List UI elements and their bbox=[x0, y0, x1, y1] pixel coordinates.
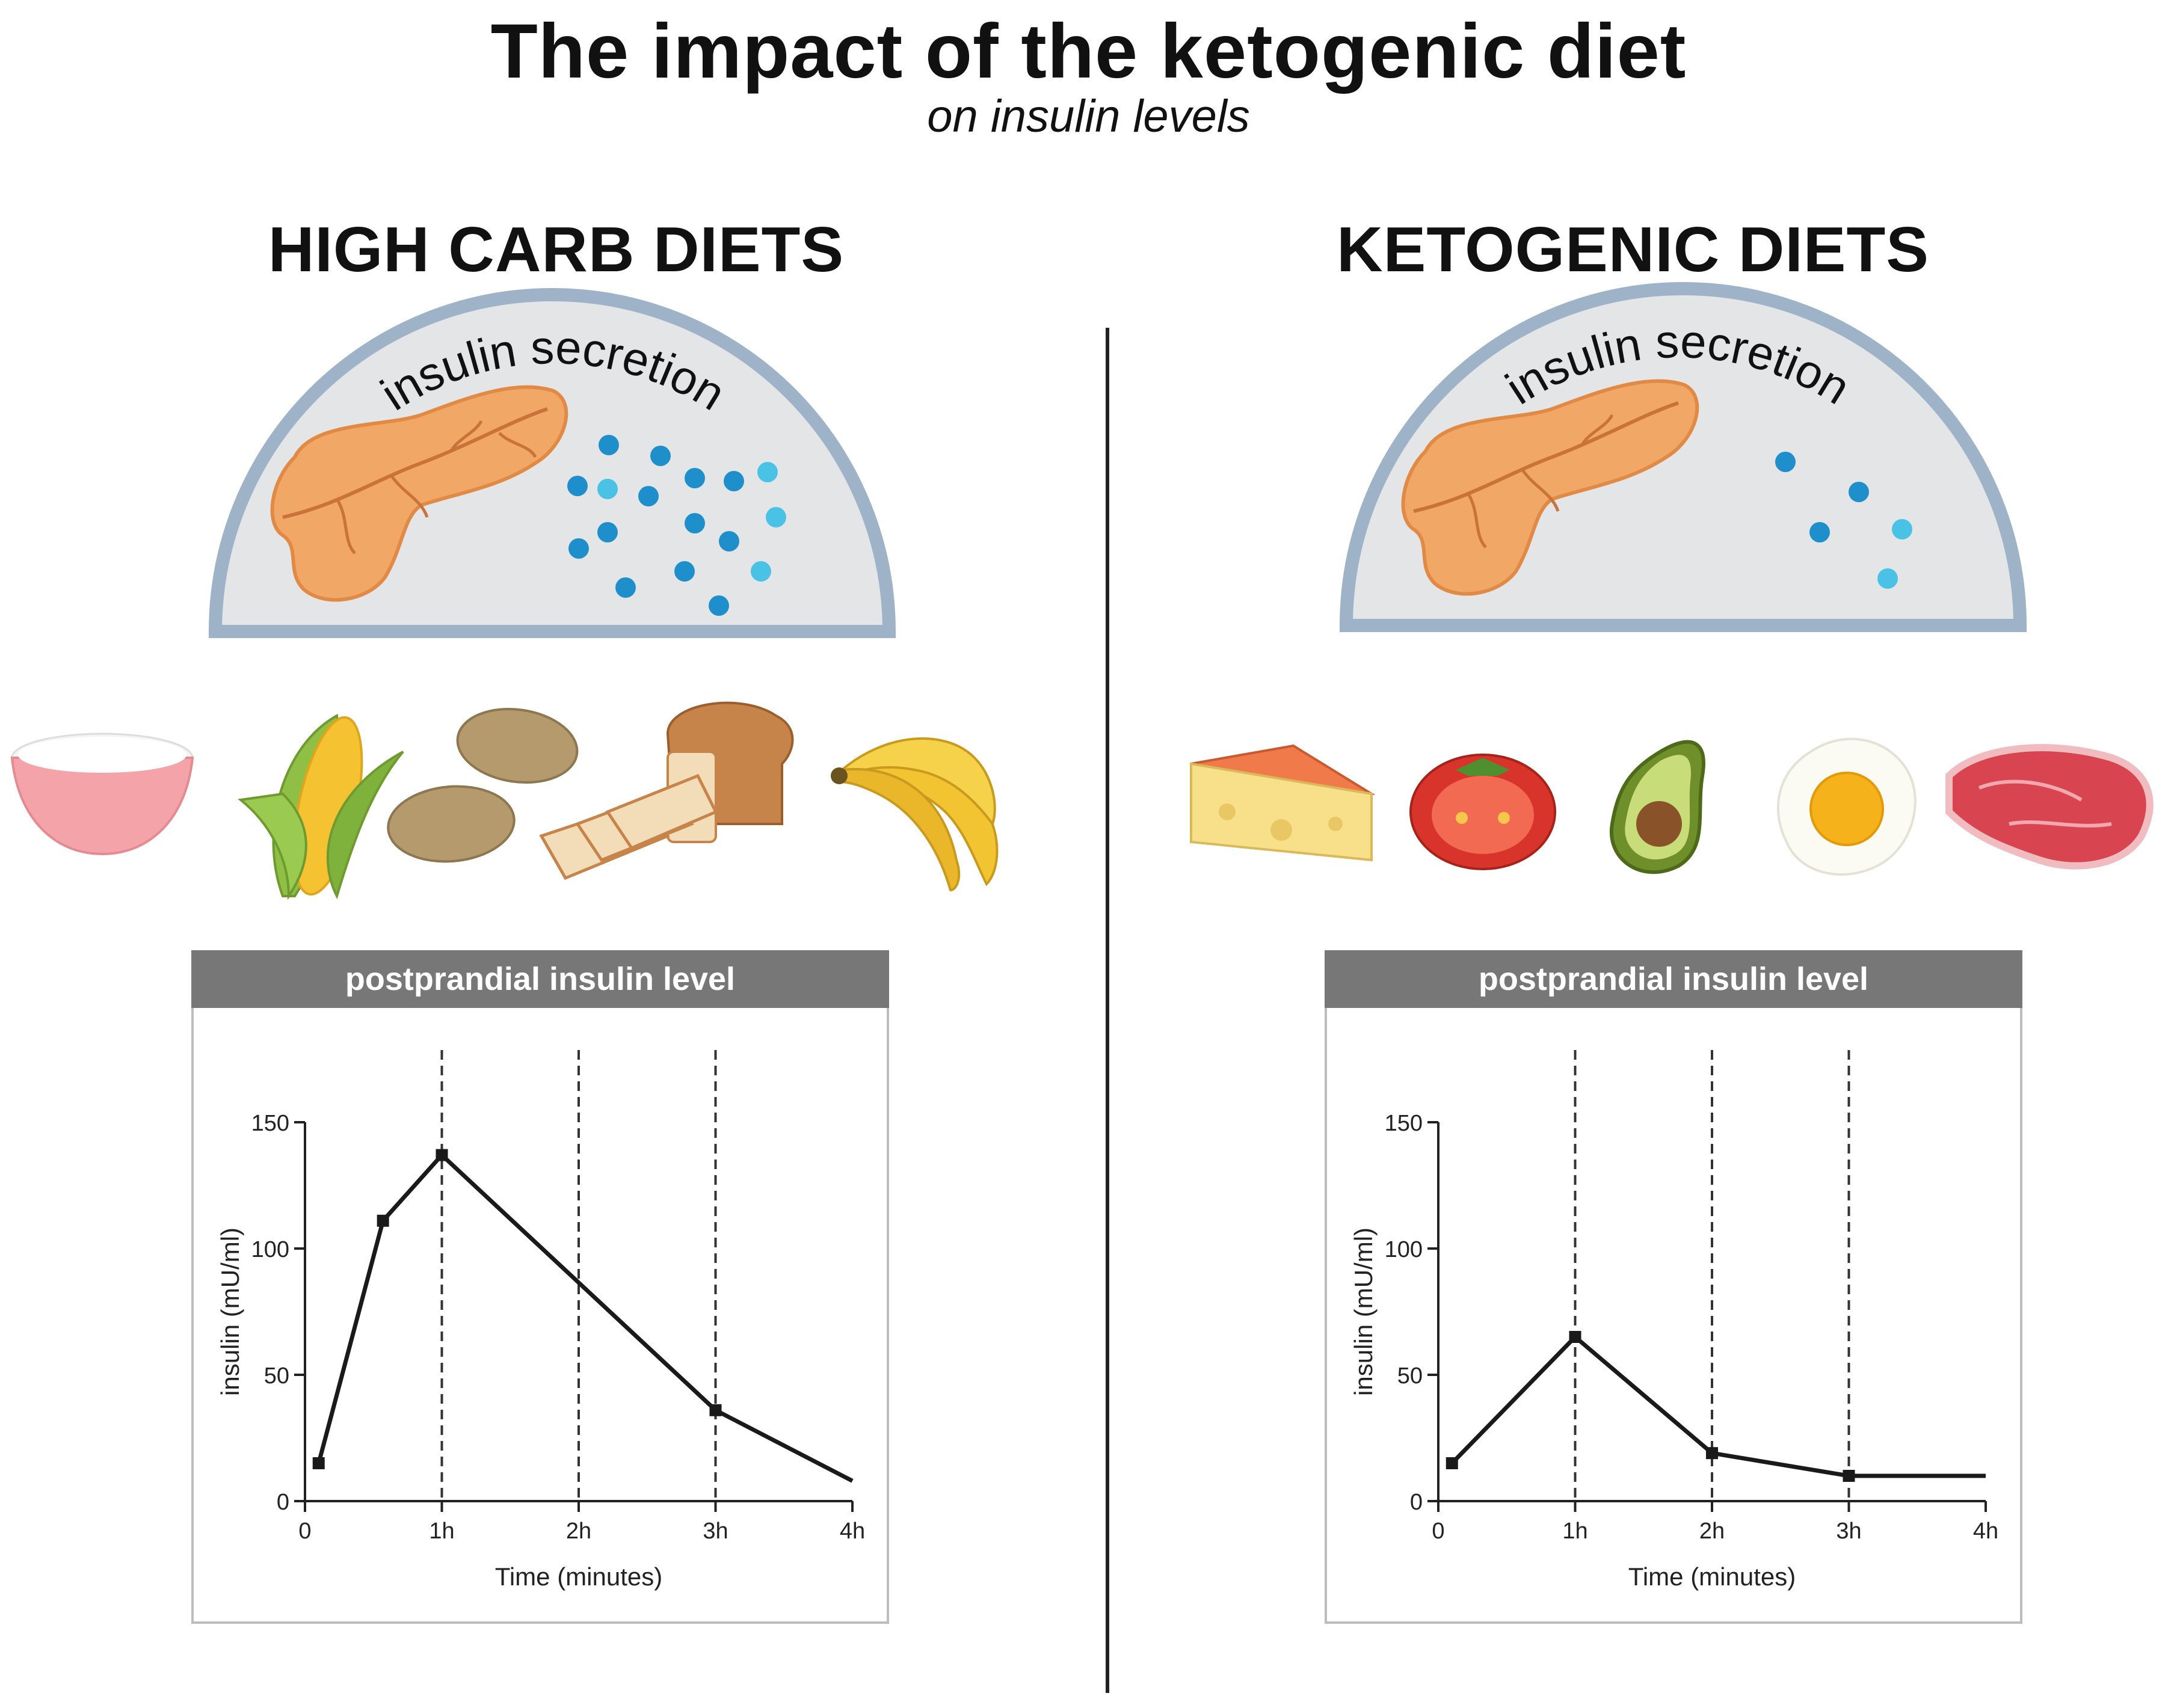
x-tick-label: 1h bbox=[429, 1519, 454, 1544]
bread-icon bbox=[539, 701, 794, 880]
panel-title: KETOGENIC DIETS bbox=[1337, 214, 1929, 285]
y-tick-label: 150 bbox=[1385, 1111, 1423, 1136]
rice-bowl-icon bbox=[10, 733, 194, 856]
data-point bbox=[436, 1149, 448, 1161]
y-tick-label: 0 bbox=[277, 1490, 289, 1515]
data-point bbox=[1706, 1447, 1718, 1460]
steak-icon bbox=[1945, 744, 2154, 870]
chart-title: postprandial insulin level bbox=[1325, 950, 2022, 1008]
pancreas-icon bbox=[1401, 379, 1699, 596]
series-line bbox=[316, 1153, 854, 1483]
panel-high-carb: HIGH CARB DIETS insulin secretion bbox=[0, 0, 1088, 1708]
egg-icon bbox=[1777, 737, 1917, 876]
x-axis-label: Time (minutes) bbox=[1628, 1562, 1796, 1591]
x-tick-label: 0 bbox=[1432, 1519, 1444, 1544]
x-tick-label: 2h bbox=[566, 1519, 591, 1544]
insulin-granules bbox=[1775, 452, 1912, 589]
x-tick-label: 1h bbox=[1562, 1519, 1587, 1544]
y-tick-label: 0 bbox=[1410, 1490, 1423, 1515]
bananas-icon bbox=[831, 737, 999, 892]
data-point bbox=[1569, 1331, 1581, 1343]
center-divider bbox=[1106, 328, 1109, 1693]
data-point bbox=[1446, 1457, 1458, 1469]
insulin-granules bbox=[567, 435, 786, 616]
x-tick-label: 4h bbox=[840, 1519, 865, 1544]
tomato-icon bbox=[1409, 754, 1556, 870]
corn-icon bbox=[238, 713, 404, 900]
pancreas-icon bbox=[270, 385, 568, 602]
series-line bbox=[1450, 1335, 1986, 1478]
x-tick-label: 3h bbox=[1836, 1519, 1861, 1544]
data-point bbox=[1843, 1470, 1855, 1482]
y-axis-label: insulin (mU/ml) bbox=[1349, 1227, 1378, 1396]
x-tick-label: 3h bbox=[703, 1519, 728, 1544]
page-title: The impact of the ketogenic diet bbox=[490, 8, 1687, 94]
panel-ketogenic: KETOGENIC DIETS insulin secretion bbox=[1089, 0, 2177, 1708]
pancreas-dome: insulin secretion bbox=[208, 288, 896, 638]
x-tick-label: 2h bbox=[1699, 1519, 1725, 1544]
x-tick-label: 4h bbox=[1973, 1519, 1998, 1544]
insulin-chart-high-carb: postprandial insulin level 0 50 100 150 0 1h 2… bbox=[191, 950, 889, 1624]
page-subtitle: on insulin levels bbox=[927, 91, 1250, 142]
chart-title: postprandial insulin level bbox=[191, 950, 889, 1008]
insulin-line-chart: 0 50 100 150 0 1h 2h 3h 4h Time (minutes) insulin … bbox=[1349, 1050, 1998, 1591]
ketogenic-foods bbox=[1190, 737, 2154, 876]
cheese-icon bbox=[1190, 744, 1376, 862]
y-tick-label: 100 bbox=[1385, 1237, 1423, 1262]
data-point bbox=[709, 1404, 722, 1416]
y-axis-label: insulin (mU/ml) bbox=[216, 1227, 244, 1396]
data-point bbox=[377, 1214, 389, 1227]
pancreas-dome: insulin secretion bbox=[1339, 282, 2027, 632]
avocado-icon bbox=[1609, 740, 1705, 874]
insulin-chart-ketogenic: postprandial insulin level 0 50 100 150 0 1h 2… bbox=[1325, 950, 2022, 1624]
y-tick-label: 100 bbox=[251, 1237, 289, 1262]
panel-title: HIGH CARB DIETS bbox=[268, 214, 845, 285]
y-tick-label: 150 bbox=[251, 1111, 289, 1136]
x-tick-label: 0 bbox=[298, 1519, 311, 1544]
insulin-line-chart: 0 50 100 150 0 1h 2h 3h 4h Time (minutes) insulin … bbox=[216, 1050, 865, 1591]
y-tick-label: 50 bbox=[264, 1363, 289, 1389]
x-axis-label: Time (minutes) bbox=[495, 1562, 662, 1591]
data-point bbox=[312, 1457, 325, 1469]
high-carb-foods bbox=[10, 701, 999, 900]
potatoes-icon bbox=[387, 707, 579, 863]
y-tick-label: 50 bbox=[1397, 1363, 1423, 1389]
